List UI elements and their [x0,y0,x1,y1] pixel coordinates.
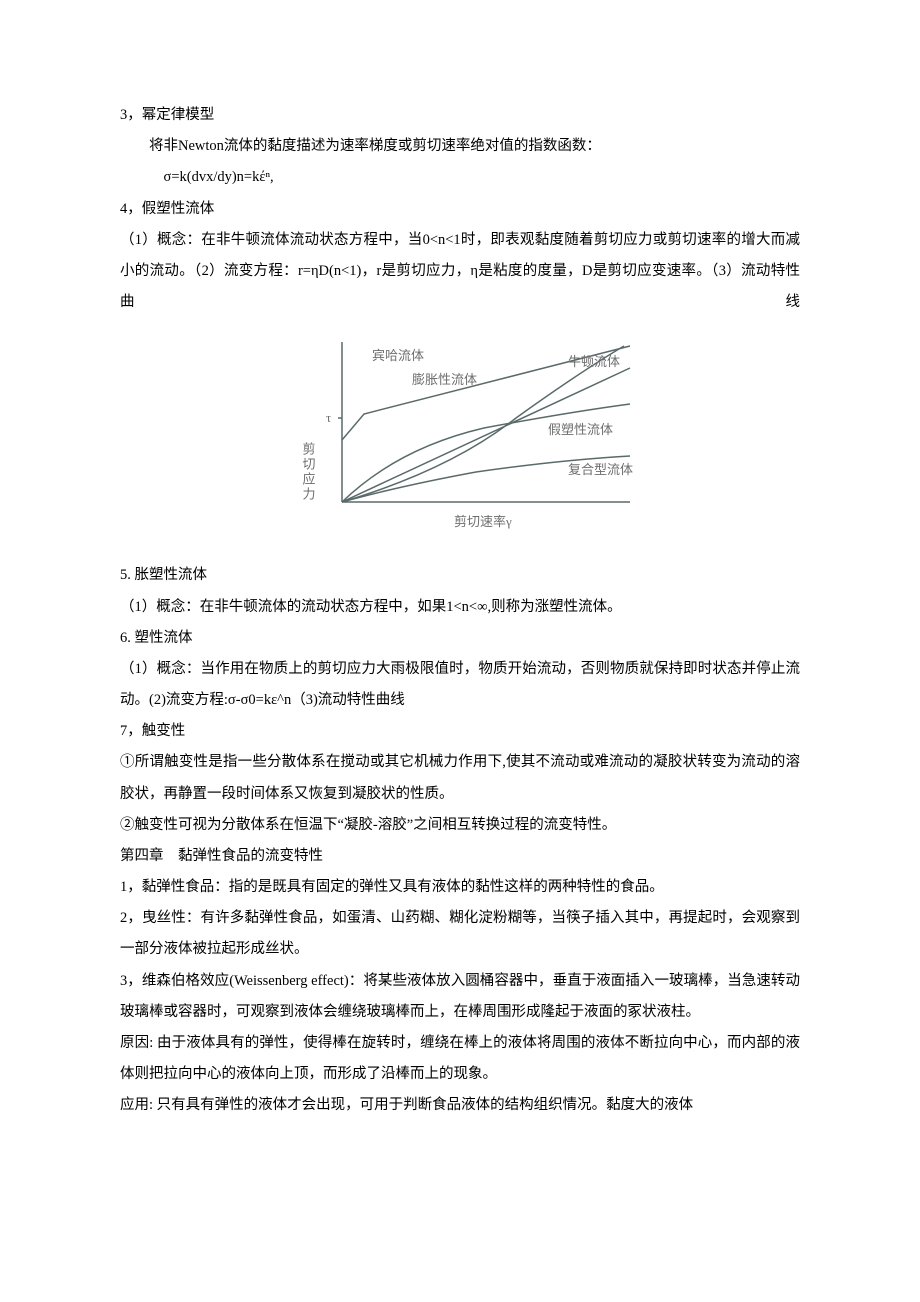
section-5-title: 5. 胀塑性流体 [120,560,800,591]
section-5-text: （1）概念：在非牛顿流体的流动状态方程中，如果1<n<∞,则称为涨塑性流体。 [120,592,800,623]
svg-text:剪切应力: 剪切应力 [301,442,316,503]
section-3-title: 3，幂定律模型 [120,100,800,131]
svg-text:膨胀性流体: 膨胀性流体 [412,372,477,387]
chapter-4-item-2: 2，曳丝性：有许多黏弹性食品，如蛋清、山药糊、糊化淀粉糊等，当筷子插入其中，再提… [120,903,800,965]
section-4-title: 4，假塑性流体 [120,194,800,225]
svg-text:τ: τ [326,410,331,425]
svg-text:剪切速率γ: 剪切速率γ [454,514,512,529]
chapter-4-item-1: 1，黏弹性食品：指的是既具有固定的弹性又具有液体的黏性这样的两种特性的食品。 [120,872,800,903]
section-4-text: （1）概念：在非牛顿流体流动状态方程中，当0<n<1时，即表观黏度随着剪切应力或… [120,225,800,319]
section-3-formula: σ=k(dvx/dy)n=kέⁿ, [120,162,800,193]
section-3-text-a: 将非Newton流体的黏度描述为速率梯度或剪切速率绝对值的指数函数： [120,131,800,162]
flow-curve-svg: τ 剪切应力剪切速率γ 宾哈流体膨胀性流体 牛顿流体假塑性流体复合型流体 [280,322,640,540]
chapter-4-title: 第四章 黏弹性食品的流变特性 [120,841,800,872]
chapter-4-reason: 原因: 由于液体具有的弹性，使得棒在旋转时，缠绕在棒上的液体将周围的液体不断拉向… [120,1028,800,1090]
section-6-text: （1）概念：当作用在物质上的剪切应力大雨极限值时，物质开始流动，否则物质就保持即… [120,654,800,716]
chapter-4-item-3: 3，维森伯格效应(Weissenberg effect)：将某些液体放入圆桶容器… [120,966,800,1028]
chapter-4-apply: 应用: 只有具有弹性的液体才会出现，可用于判断食品液体的结构组织情况。黏度大的液… [120,1090,800,1121]
section-7-text-a: ①所谓触变性是指一些分散体系在搅动或其它机械力作用下,使其不流动或难流动的凝胶状… [120,747,800,809]
flow-curve-chart: τ 剪切应力剪切速率γ 宾哈流体膨胀性流体 牛顿流体假塑性流体复合型流体 [120,322,800,552]
svg-text:牛顿流体: 牛顿流体 [568,354,620,369]
svg-text:假塑性流体: 假塑性流体 [548,422,613,437]
svg-text:复合型流体: 复合型流体 [568,462,633,477]
section-7-title: 7，触变性 [120,716,800,747]
svg-text:宾哈流体: 宾哈流体 [372,348,424,363]
section-6-title: 6. 塑性流体 [120,623,800,654]
section-7-text-b: ②触变性可视为分散体系在恒温下“凝胶-溶胶”之间相互转换过程的流变特性。 [120,810,800,841]
